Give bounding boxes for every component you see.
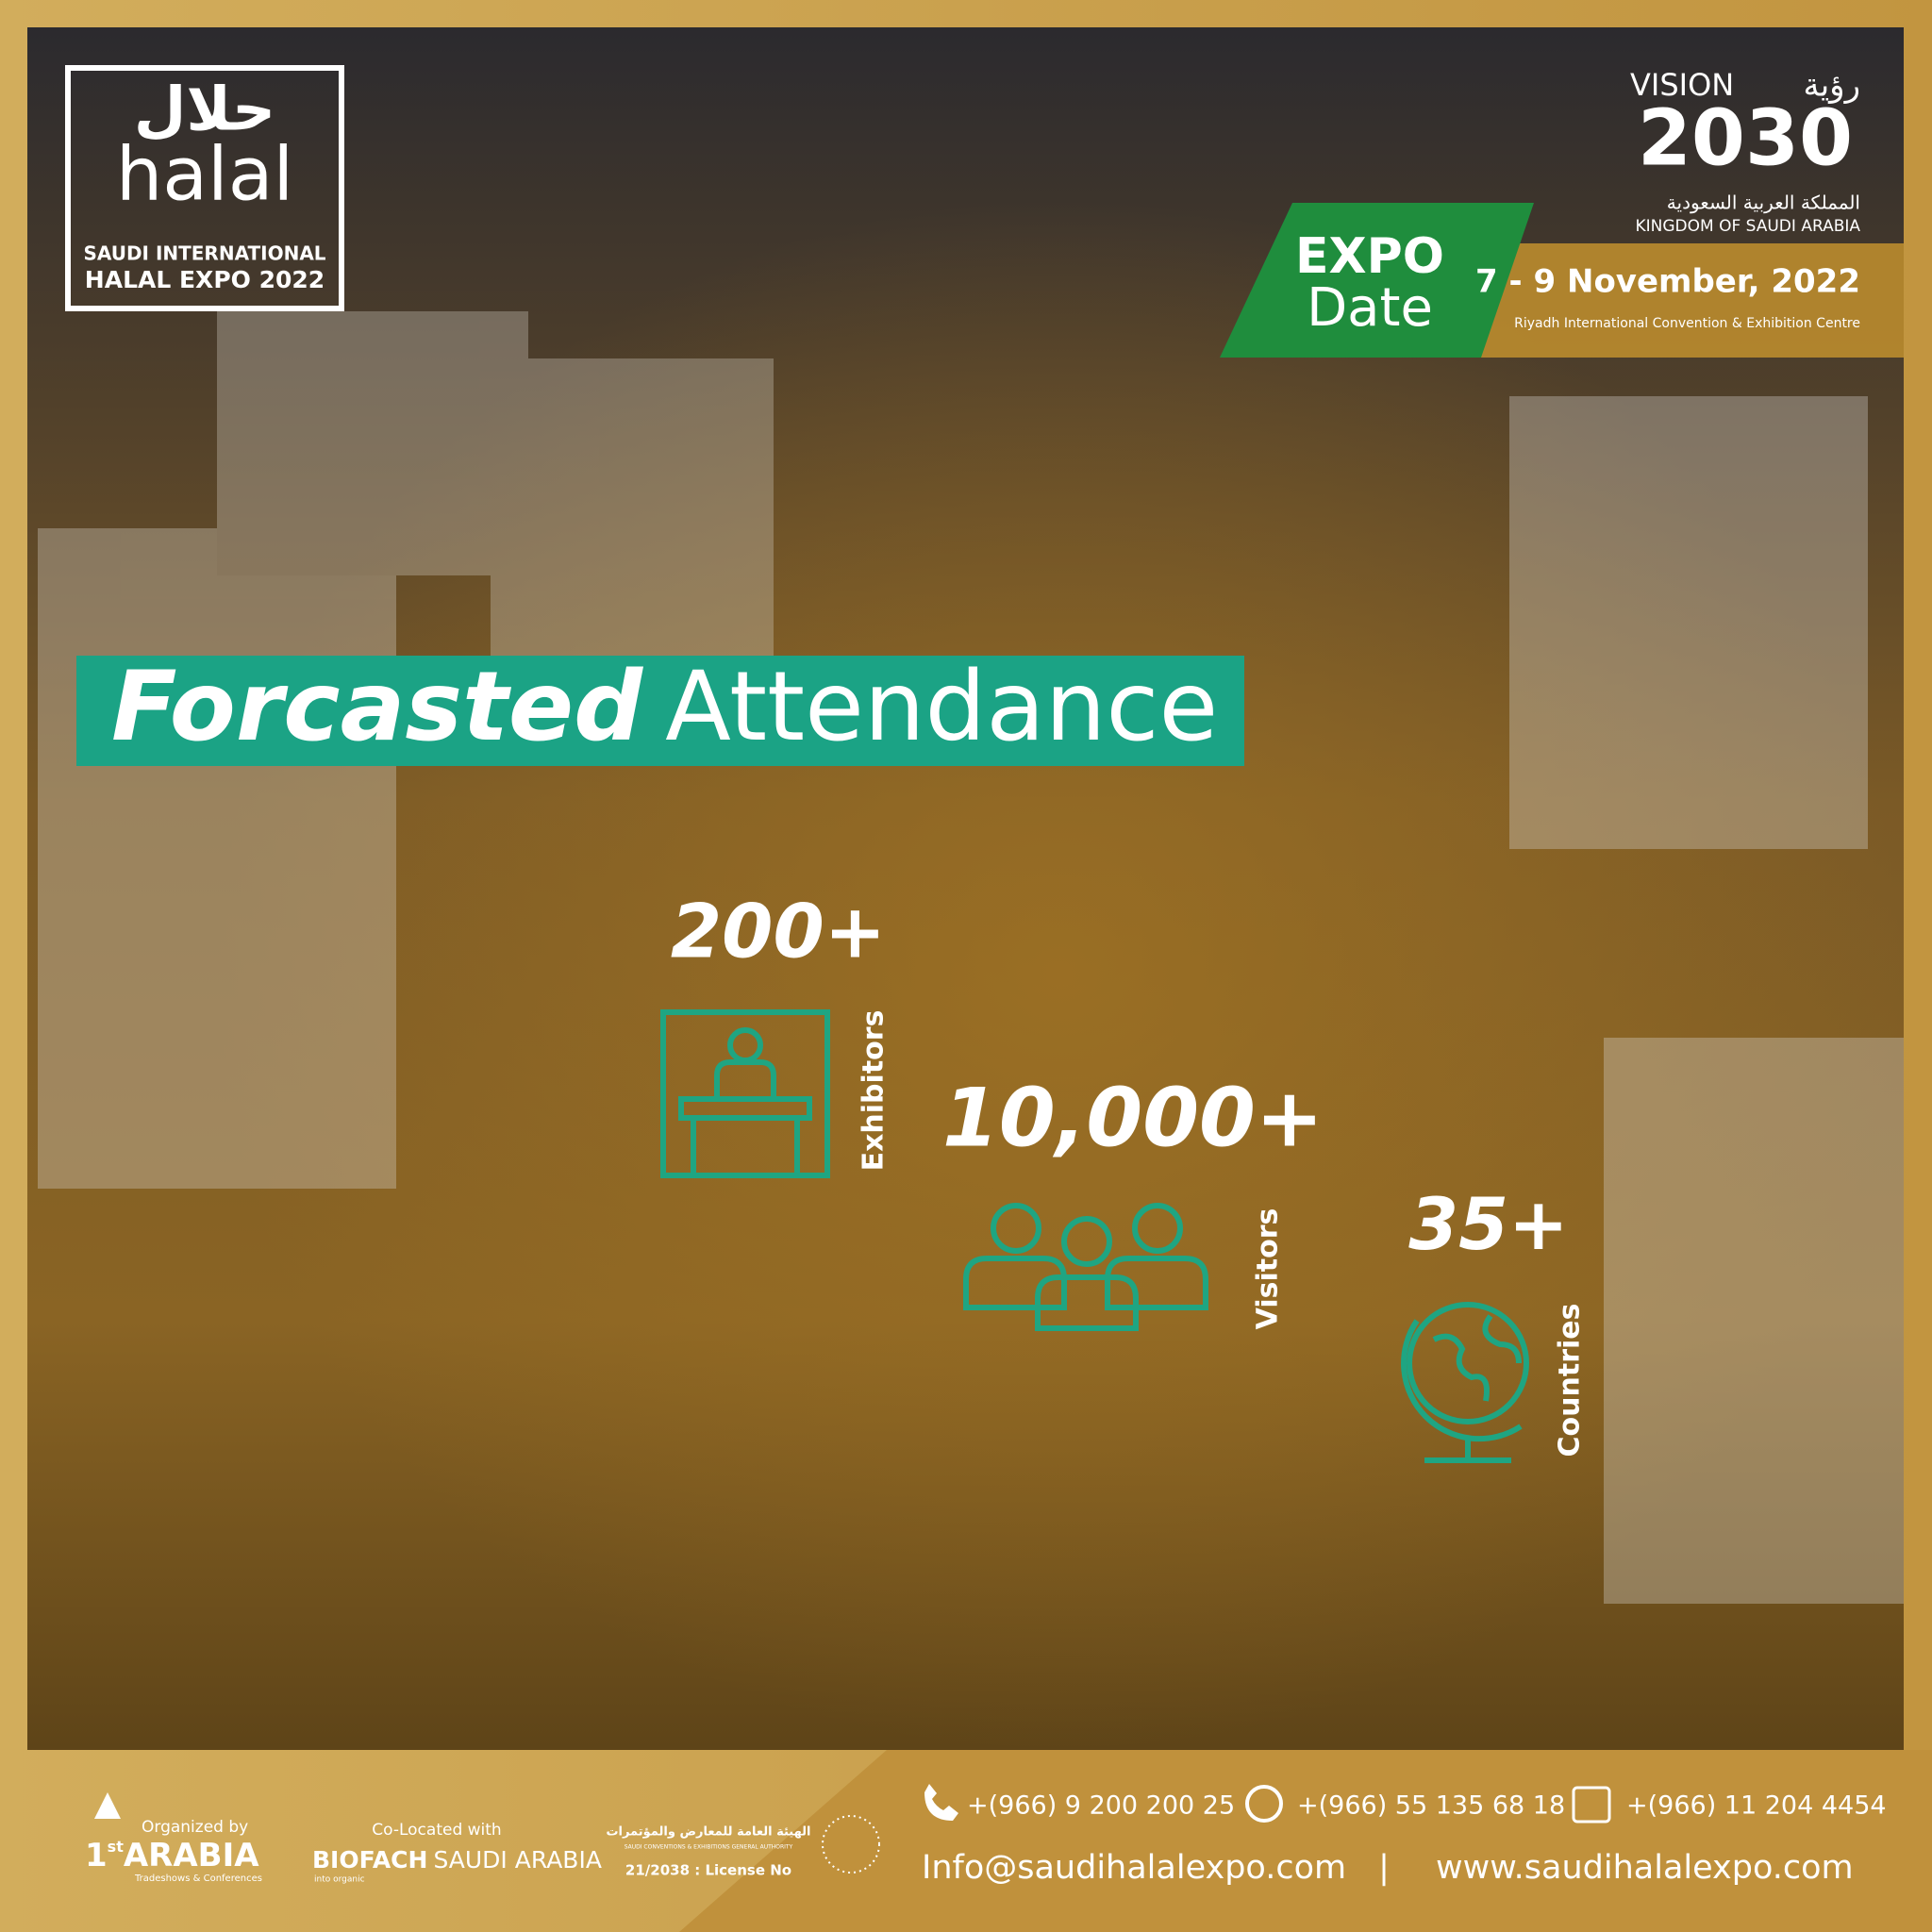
colocated-region: SAUDI ARABIA [433, 1846, 602, 1874]
email[interactable]: Info@saudihalalexpo.com [922, 1849, 1346, 1887]
whatsapp-icon [1245, 1785, 1283, 1823]
stat-value: 10,000+ [942, 1071, 1324, 1165]
vision-arabic: رؤية [1803, 67, 1860, 105]
globe-icon [1401, 1302, 1529, 1463]
organizer-label: Organized by [142, 1818, 248, 1837]
whatsapp: +(966) 55 135 68 18 [1297, 1791, 1565, 1821]
colocated-label: Co-Located with [372, 1821, 501, 1840]
heading-bar [76, 656, 1244, 766]
separator: | [1378, 1849, 1390, 1887]
footer-band [679, 1750, 1932, 1932]
colocated-tagline: into organic [314, 1875, 365, 1885]
exhibitors-icon [660, 1009, 830, 1178]
stat-value: 35+ [1408, 1182, 1568, 1266]
organizer-suffix: st [108, 1838, 125, 1856]
authority-english: SAUDI CONVENTIONS & EXHIBITIONS GENERAL … [625, 1844, 793, 1851]
logo-line1: SAUDI INTERNATIONAL [83, 242, 325, 265]
logo-box [65, 65, 344, 311]
expo-badge [1220, 203, 1534, 358]
date-band [1443, 243, 1904, 358]
fax-icon [1572, 1786, 1611, 1824]
organizer-name: 1stARABIA [85, 1837, 259, 1874]
visitors-icon [963, 1203, 1208, 1331]
vision-arabic-country: المملكة العربية السعودية [1667, 192, 1860, 214]
vision-country: KINGDOM OF SAUDI ARABIA [1635, 217, 1860, 236]
phone-icon [924, 1784, 958, 1821]
heading-light: Attendance [665, 651, 1218, 763]
organizer-tagline: Tradeshows & Conferences [134, 1874, 262, 1884]
organizer-number: 1 [85, 1837, 108, 1874]
authority-license: 21/2038 : License No [625, 1862, 791, 1879]
heading: Forcasted Attendance [111, 651, 1218, 763]
stat-value: 200+ [671, 890, 886, 974]
expo-date: 7 - 9 November, 2022 [1475, 263, 1860, 301]
phone: +(966) 9 200 200 25 [967, 1791, 1235, 1821]
vision-title: VISION [1630, 67, 1734, 103]
authority-arabic: الهيئة العامة للمعارض والمؤتمرات [606, 1825, 810, 1840]
expo-line1: EXPO [1295, 228, 1444, 285]
vision-year: 2030 [1638, 93, 1853, 183]
authority-emblem [822, 1815, 880, 1874]
organizer-icon [94, 1792, 121, 1819]
colocated-name: BIOFACH SAUDI ARABIA [312, 1846, 602, 1874]
heading-bold: Forcasted [111, 651, 643, 763]
stat-label: Exhibitors [858, 1010, 891, 1172]
expo-line2: Date [1307, 277, 1433, 339]
venue: Riyadh International Convention & Exhibi… [1514, 316, 1860, 331]
fax: +(966) 11 204 4454 [1626, 1791, 1887, 1821]
logo-latin: halal [116, 132, 293, 217]
website[interactable]: www.saudihalalexpo.com [1436, 1849, 1854, 1887]
logo-line2: HALAL EXPO 2022 [85, 266, 325, 293]
stat-label: Countries [1554, 1304, 1587, 1457]
stat-label: Visitors [1252, 1208, 1285, 1330]
colocated-brand: BIOFACH [312, 1846, 427, 1874]
logo-arabic: حلال [134, 75, 275, 145]
organizer-company: ARABIA [124, 1837, 259, 1874]
booths [38, 311, 1904, 1604]
